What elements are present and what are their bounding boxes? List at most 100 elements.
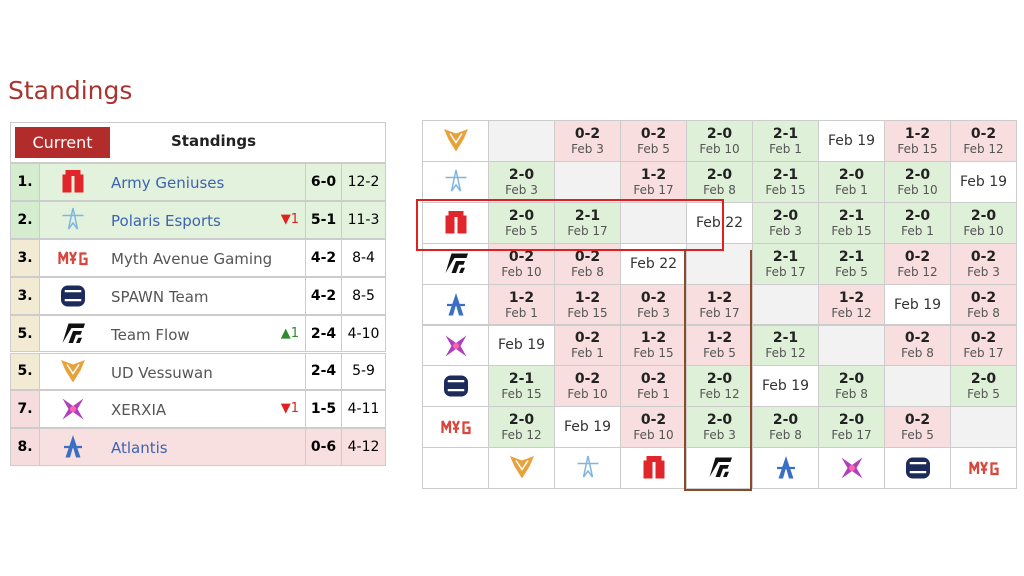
match-score: 1-2 <box>706 289 733 306</box>
rank-cell: 5. <box>10 314 40 353</box>
match-cell: 0-2 Feb 12 <box>884 242 951 285</box>
match-cell: Feb 19 <box>884 283 951 326</box>
match-score: 2-1 <box>772 125 799 142</box>
match-cell <box>818 324 885 367</box>
match-date: Feb 10 <box>699 141 740 156</box>
match-date: Feb 1 <box>571 346 604 361</box>
games-cell: 8-4 <box>341 238 386 277</box>
team-cell: Myth Avenue Gaming <box>39 238 306 277</box>
match-score: 0-2 <box>574 248 601 265</box>
matches-cell: 0-6 <box>305 428 342 467</box>
match-cell <box>488 120 555 162</box>
match-date: Feb 17 <box>633 182 674 197</box>
rank-cell: 1. <box>10 163 40 201</box>
match-date: Feb 10 <box>963 223 1004 238</box>
highlight-row <box>416 199 724 251</box>
match-date: Feb 12 <box>765 346 806 361</box>
header-title: Standings <box>171 132 256 150</box>
team-logo <box>639 453 669 483</box>
match-date: Feb 17 <box>567 223 608 238</box>
current-tab[interactable]: Current <box>15 127 110 158</box>
match-cell: 2-0 Feb 3 <box>752 201 819 244</box>
match-score: 0-2 <box>904 412 931 429</box>
match-score: 2-0 <box>838 371 865 388</box>
match-date: Feb 12 <box>699 387 740 402</box>
match-cell: 2-0 Feb 12 <box>686 365 753 408</box>
match-score: 2-0 <box>970 371 997 388</box>
match-cell: 0-2 Feb 1 <box>554 324 621 367</box>
team-logo <box>58 205 88 235</box>
column-logo-cell <box>752 447 819 490</box>
match-cell: 2-1 Feb 17 <box>752 242 819 285</box>
match-score: 2-0 <box>508 412 535 429</box>
standings-table: Current Standings 1. Army Geniuses 6-0 12-2… <box>10 122 386 467</box>
match-date: Feb 3 <box>571 141 604 156</box>
match-score: 2-0 <box>508 207 535 224</box>
match-date: Feb 8 <box>571 264 604 279</box>
match-score: 2-0 <box>706 371 733 388</box>
team-logo <box>441 126 471 156</box>
games-cell: 5-9 <box>341 352 386 391</box>
rank-cell: 2. <box>10 200 40 239</box>
match-date: Feb 17 <box>765 264 806 279</box>
match-score: 2-0 <box>904 207 931 224</box>
match-score: 0-2 <box>970 248 997 265</box>
match-cell: 2-0 Feb 5 <box>488 201 555 244</box>
column-logo-cell <box>950 447 1017 490</box>
match-cell: 2-0 Feb 3 <box>488 160 555 203</box>
match-cell: Feb 19 <box>950 160 1017 203</box>
match-date: Feb 15 <box>633 346 674 361</box>
standings-row: 1. Army Geniuses 6-0 12-2 <box>10 163 386 201</box>
rank-cell: 7. <box>10 390 40 429</box>
match-date: Feb 1 <box>637 387 670 402</box>
team-logo <box>441 167 471 197</box>
match-cell: 2-0 Feb 10 <box>686 120 753 162</box>
match-cell: 2-1 Feb 15 <box>818 201 885 244</box>
team-name[interactable]: Polaris Esports <box>111 211 221 230</box>
team-logo <box>507 453 537 483</box>
team-logo <box>573 453 603 483</box>
match-score: 0-2 <box>640 125 667 142</box>
match-cell: Feb 19 <box>752 365 819 408</box>
standings-row: 7. XERXIA ▼1 1-5 4-11 <box>10 390 386 429</box>
row-logo-cell <box>422 406 489 449</box>
team-name: Myth Avenue Gaming <box>111 249 273 268</box>
team-logo <box>705 453 735 483</box>
games-cell: 12-2 <box>341 163 386 201</box>
team-logo <box>58 281 88 311</box>
match-cell: 2-0 Feb 1 <box>884 201 951 244</box>
rank-cell: 3. <box>10 238 40 277</box>
team-logo <box>837 453 867 483</box>
match-cell: 2-1 Feb 15 <box>488 365 555 408</box>
match-cell: 2-1 Feb 15 <box>752 160 819 203</box>
team-logo <box>441 290 471 320</box>
team-name: SPAWN Team <box>111 287 209 306</box>
match-cell: 0-2 Feb 3 <box>554 120 621 162</box>
match-score: 2-0 <box>838 166 865 183</box>
match-score: 0-2 <box>574 371 601 388</box>
match-cell: 1-2 Feb 17 <box>620 160 687 203</box>
match-date: Feb 1 <box>901 223 934 238</box>
match-date: Feb 5 <box>835 264 868 279</box>
match-score: 2-0 <box>904 166 931 183</box>
column-logo-cell <box>686 447 753 490</box>
team-name[interactable]: Army Geniuses <box>111 174 225 192</box>
team-cell: Atlantis <box>39 428 306 467</box>
match-date: Feb 15 <box>765 182 806 197</box>
match-date: Feb 1 <box>835 182 868 197</box>
match-cell: 0-2 Feb 3 <box>950 242 1017 285</box>
column-logo-cell <box>818 447 885 490</box>
standings-row: 3. Myth Avenue Gaming 4-2 8-4 <box>10 238 386 277</box>
rank-cell: 3. <box>10 276 40 315</box>
standings-row: 3. SPAWN Team 4-2 8-5 <box>10 276 386 315</box>
match-score: 0-2 <box>640 371 667 388</box>
team-logo <box>441 412 471 442</box>
row-logo-cell <box>422 283 489 326</box>
match-date: Feb 19 <box>959 173 1008 190</box>
match-score: 2-0 <box>706 166 733 183</box>
match-score: 0-2 <box>904 248 931 265</box>
team-logo <box>441 371 471 401</box>
team-name[interactable]: Atlantis <box>111 439 168 458</box>
match-cell: 0-2 Feb 3 <box>620 283 687 326</box>
match-date: Feb 15 <box>501 387 542 402</box>
